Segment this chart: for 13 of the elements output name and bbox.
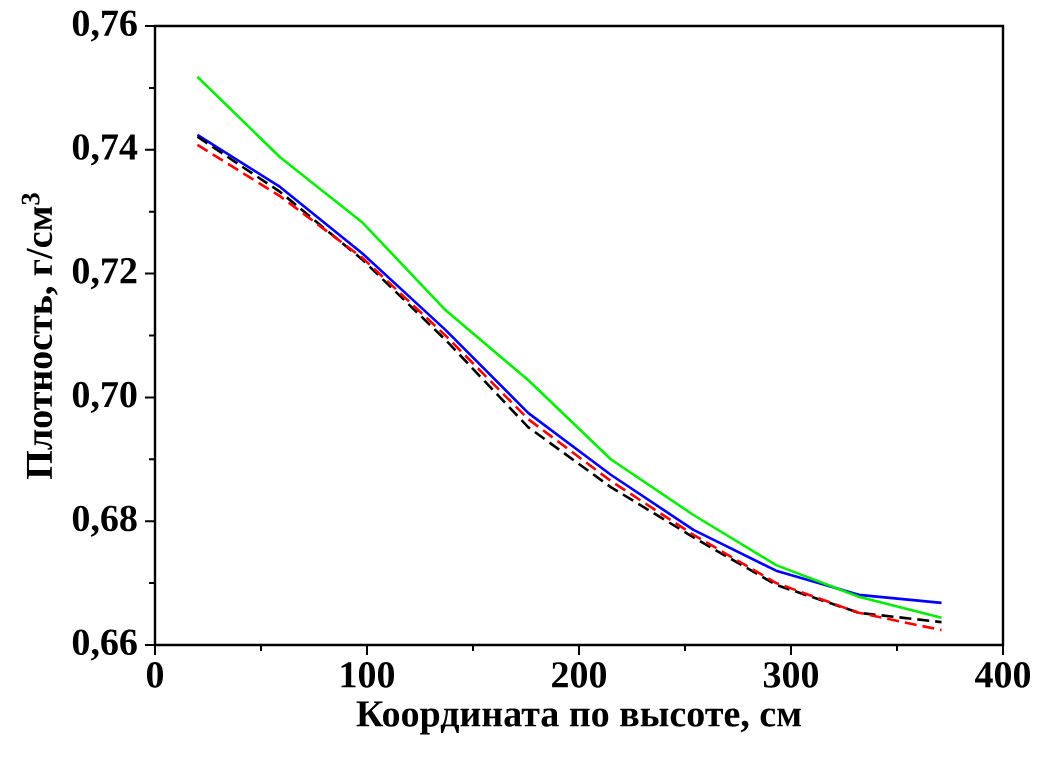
y-tick-label: 0,68: [72, 505, 137, 537]
y-tick-label: 0,66: [72, 629, 137, 661]
x-tick-label: 200: [552, 662, 607, 688]
x-axis-title: Координата по высоте, см: [356, 701, 801, 735]
x-tick-label: 0: [146, 662, 164, 688]
x-tick-label: 300: [763, 662, 819, 688]
x-tick-label: 400: [975, 662, 1031, 688]
y-tick-label: 0,70: [72, 381, 137, 413]
x-tick-label: 100: [341, 662, 395, 688]
y-tick-label: 0,72: [72, 258, 137, 290]
y-tick-label: 0,76: [72, 10, 137, 42]
y-axis-title: Плотность, г/см$^{3}$: [21, 193, 58, 479]
y-tick-label: 0,74: [72, 134, 138, 166]
